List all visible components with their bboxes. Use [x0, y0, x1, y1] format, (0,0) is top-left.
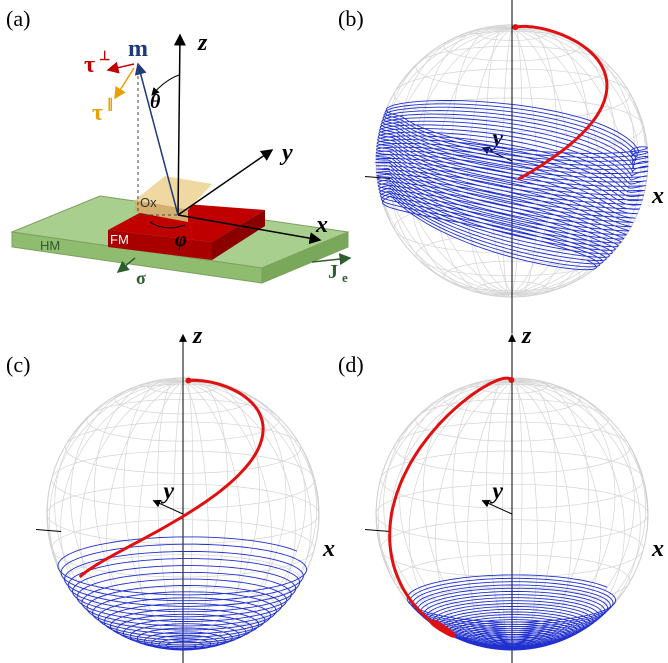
- y-label: y: [279, 140, 293, 166]
- fm-label: FM: [110, 232, 129, 247]
- tau-perp-label: τ: [84, 52, 95, 78]
- panel-c: (c) z y x: [6, 323, 335, 663]
- x-label: x: [322, 536, 335, 562]
- figure: (a) m z θ y x φ τ ⊥ τ ∥ Ox FM HM σ J: [0, 0, 668, 663]
- panel-d: (d) z y x: [338, 323, 664, 663]
- panel-b: (b)zyx: [338, 0, 664, 334]
- z-label: z: [192, 323, 203, 349]
- tau-par-arrow: [115, 68, 134, 98]
- x-label: x: [651, 536, 664, 562]
- start-dot: [512, 24, 518, 30]
- tau-perp-mark: ⊥: [99, 48, 110, 63]
- m-label: m: [128, 36, 148, 62]
- panel-label: (b): [338, 6, 364, 31]
- ox-label: Ox: [140, 195, 157, 210]
- panel-label: (d): [338, 352, 364, 377]
- je-sub: e: [342, 270, 348, 285]
- tau-par-label: τ: [92, 100, 103, 126]
- start-dot: [185, 378, 191, 384]
- z-label: z: [197, 30, 208, 56]
- tau-perp-arrow: [108, 64, 134, 70]
- y-label: y: [489, 479, 503, 505]
- blue-trajectory: [58, 537, 307, 650]
- je-label: J: [328, 261, 338, 283]
- blue-trajectory: [407, 575, 615, 650]
- z-label: z: [521, 323, 532, 349]
- x-label: x: [651, 183, 664, 209]
- panel-a: (a) m z θ y x φ τ ⊥ τ ∥ Ox FM HM σ J: [6, 6, 350, 288]
- panel-label: (c): [6, 352, 30, 377]
- x-label: x: [315, 212, 328, 238]
- tau-par-mark: ∥: [107, 96, 114, 112]
- start-dot: [508, 377, 514, 383]
- sigma-label: σ: [136, 268, 146, 288]
- red-trajectory: [390, 378, 512, 636]
- theta-label: θ: [150, 91, 161, 113]
- y-label: y: [160, 479, 174, 505]
- phi-label: φ: [175, 229, 187, 251]
- panel-label: (a): [6, 6, 30, 31]
- hm-label: HM: [40, 238, 60, 253]
